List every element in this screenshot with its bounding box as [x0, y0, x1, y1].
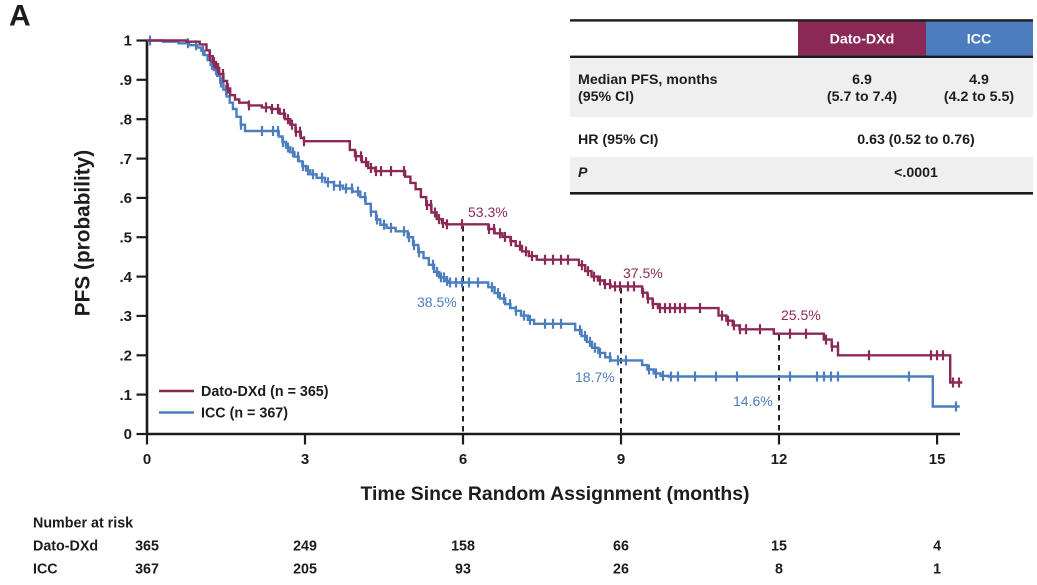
svg-text:0.63 (0.52 to 0.76): 0.63 (0.52 to 0.76): [857, 132, 975, 148]
svg-text:38.5%: 38.5%: [417, 294, 457, 310]
svg-text:Median PFS, months: Median PFS, months: [578, 72, 718, 88]
svg-text:1: 1: [124, 33, 132, 50]
svg-text:.1: .1: [119, 387, 132, 404]
svg-text:.4: .4: [119, 269, 132, 286]
svg-text:ICC: ICC: [967, 32, 991, 48]
svg-text:205: 205: [293, 562, 317, 578]
svg-text:15: 15: [771, 539, 787, 555]
svg-text:8: 8: [775, 562, 783, 578]
svg-text:ICC (n = 367): ICC (n = 367): [201, 406, 288, 422]
svg-text:93: 93: [455, 562, 471, 578]
svg-text:(5.7 to 7.4): (5.7 to 7.4): [827, 89, 897, 105]
svg-text:4.9: 4.9: [969, 72, 989, 88]
svg-text:.5: .5: [119, 229, 132, 246]
svg-text:6.9: 6.9: [852, 72, 872, 88]
svg-text:37.5%: 37.5%: [623, 265, 663, 281]
svg-text:26: 26: [613, 562, 629, 578]
svg-text:4: 4: [933, 539, 941, 555]
svg-text:ICC: ICC: [33, 562, 58, 578]
svg-text:53.3%: 53.3%: [468, 204, 508, 220]
svg-text:9: 9: [617, 451, 625, 468]
svg-text:Dato-DXd: Dato-DXd: [830, 32, 895, 48]
svg-text:PFS (probability): PFS (probability): [72, 150, 95, 316]
svg-text:Time Since Random Assignment (: Time Since Random Assignment (months): [361, 483, 750, 505]
svg-text:Dato-DXd (n = 365): Dato-DXd (n = 365): [201, 384, 329, 400]
svg-text:.2: .2: [119, 348, 132, 365]
svg-text:0: 0: [143, 451, 151, 468]
svg-text:18.7%: 18.7%: [575, 369, 615, 385]
svg-text:<.0001: <.0001: [894, 165, 938, 181]
svg-text:66: 66: [613, 539, 629, 555]
svg-text:(95% CI): (95% CI): [578, 89, 634, 105]
svg-text:Dato-DXd: Dato-DXd: [33, 539, 98, 555]
svg-text:365: 365: [135, 539, 159, 555]
svg-text:3: 3: [301, 451, 309, 468]
svg-text:6: 6: [459, 451, 467, 468]
svg-text:A: A: [9, 0, 31, 33]
svg-text:(4.2 to 5.5): (4.2 to 5.5): [944, 89, 1014, 105]
svg-text:0: 0: [124, 426, 132, 443]
svg-text:367: 367: [135, 562, 159, 578]
svg-text:P: P: [578, 165, 588, 181]
svg-text:HR (95% CI): HR (95% CI): [578, 132, 659, 148]
svg-text:1: 1: [933, 562, 941, 578]
svg-text:.3: .3: [119, 308, 132, 325]
svg-text:Number at risk: Number at risk: [33, 516, 133, 532]
svg-text:12: 12: [771, 451, 788, 468]
svg-text:.7: .7: [119, 151, 132, 168]
svg-text:158: 158: [451, 539, 475, 555]
svg-text:15: 15: [929, 451, 946, 468]
svg-text:14.6%: 14.6%: [733, 393, 773, 409]
svg-text:.9: .9: [119, 72, 132, 89]
svg-text:.8: .8: [119, 111, 132, 128]
svg-text:25.5%: 25.5%: [781, 307, 821, 323]
svg-text:.6: .6: [119, 190, 132, 207]
svg-text:249: 249: [293, 539, 317, 555]
